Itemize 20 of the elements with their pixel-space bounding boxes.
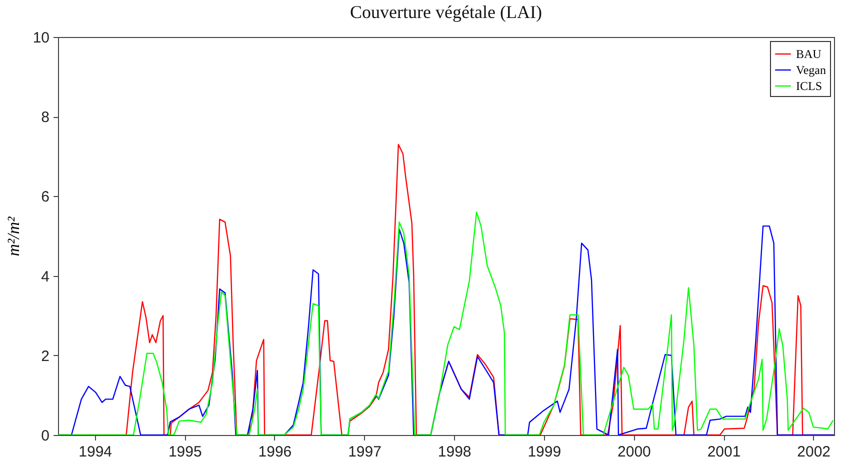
y-tick-label: 2: [41, 348, 50, 365]
y-axis-title: m²/m²: [4, 216, 23, 256]
x-tick-label: 1995: [168, 444, 202, 460]
x-tick-label: 2002: [797, 444, 831, 460]
legend-label: ICLS: [796, 79, 822, 93]
y-tick-label: 4: [41, 268, 50, 286]
x-tick-label: 2001: [707, 444, 741, 460]
x-tick-label: 1996: [258, 444, 292, 460]
y-tick-label: 10: [32, 30, 50, 46]
x-tick-label: 1998: [438, 444, 472, 460]
x-tick-label: 2000: [618, 444, 651, 460]
y-tick-label: 8: [41, 109, 50, 126]
x-tick-label: 1994: [78, 444, 112, 460]
chart-title: Couverture végétale (LAI): [350, 2, 542, 22]
legend-label: BAU: [796, 47, 822, 61]
y-tick-label: 0: [41, 428, 50, 444]
x-tick-label: 1999: [528, 444, 562, 460]
legend-label: Vegan: [796, 63, 826, 77]
y-tick-label: 6: [41, 188, 50, 206]
x-tick-label: 1997: [348, 444, 382, 460]
